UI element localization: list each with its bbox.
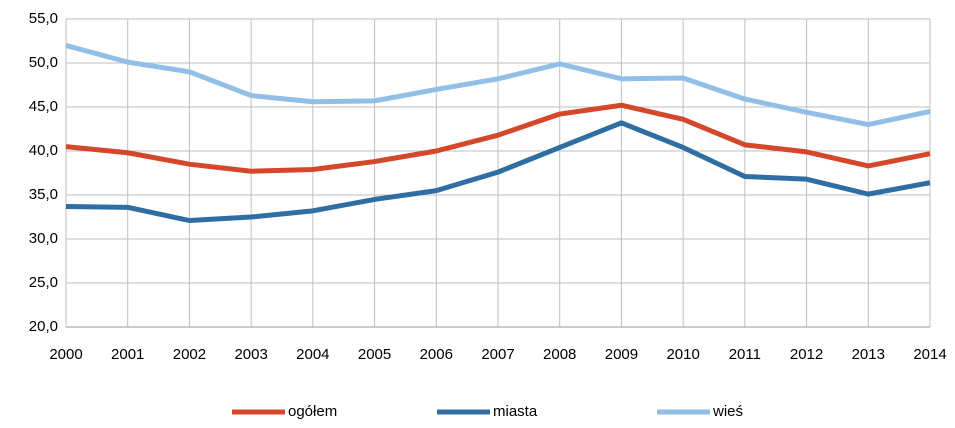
x-tick-label: 2001: [111, 346, 144, 363]
x-tick-label: 2006: [420, 346, 453, 363]
x-tick-label: 2014: [913, 346, 946, 363]
x-tick-label: 2004: [296, 346, 329, 363]
x-tick-label: 2012: [790, 346, 823, 363]
y-tick-label: 40,0: [29, 142, 58, 159]
y-tick-label: 45,0: [29, 98, 58, 115]
x-tick-label: 2008: [543, 346, 576, 363]
y-tick-label: 30,0: [29, 230, 58, 247]
y-tick-label: 25,0: [29, 274, 58, 291]
x-tick-label: 2013: [852, 346, 885, 363]
series-line: [65, 42, 931, 128]
series-line: [65, 120, 931, 224]
y-tick-label: 35,0: [29, 186, 58, 203]
x-tick-label: 2005: [358, 346, 391, 363]
x-tick-label: 2003: [234, 346, 267, 363]
y-tick-label: 55,0: [29, 10, 58, 27]
x-tick-label: 2009: [605, 346, 638, 363]
y-tick-label: 50,0: [29, 54, 58, 71]
x-tick-label: 2002: [173, 346, 206, 363]
legend-label: ogółem: [288, 403, 337, 420]
series-line: [65, 102, 931, 174]
y-tick-label: 20,0: [29, 318, 58, 335]
x-tick-label: 2000: [49, 346, 82, 363]
x-tick-label: 2011: [729, 346, 761, 363]
legend-label: wieś: [712, 403, 743, 420]
legend-label: miasta: [493, 403, 538, 420]
x-tick-label: 2010: [666, 346, 699, 363]
x-tick-label: 2007: [481, 346, 514, 363]
